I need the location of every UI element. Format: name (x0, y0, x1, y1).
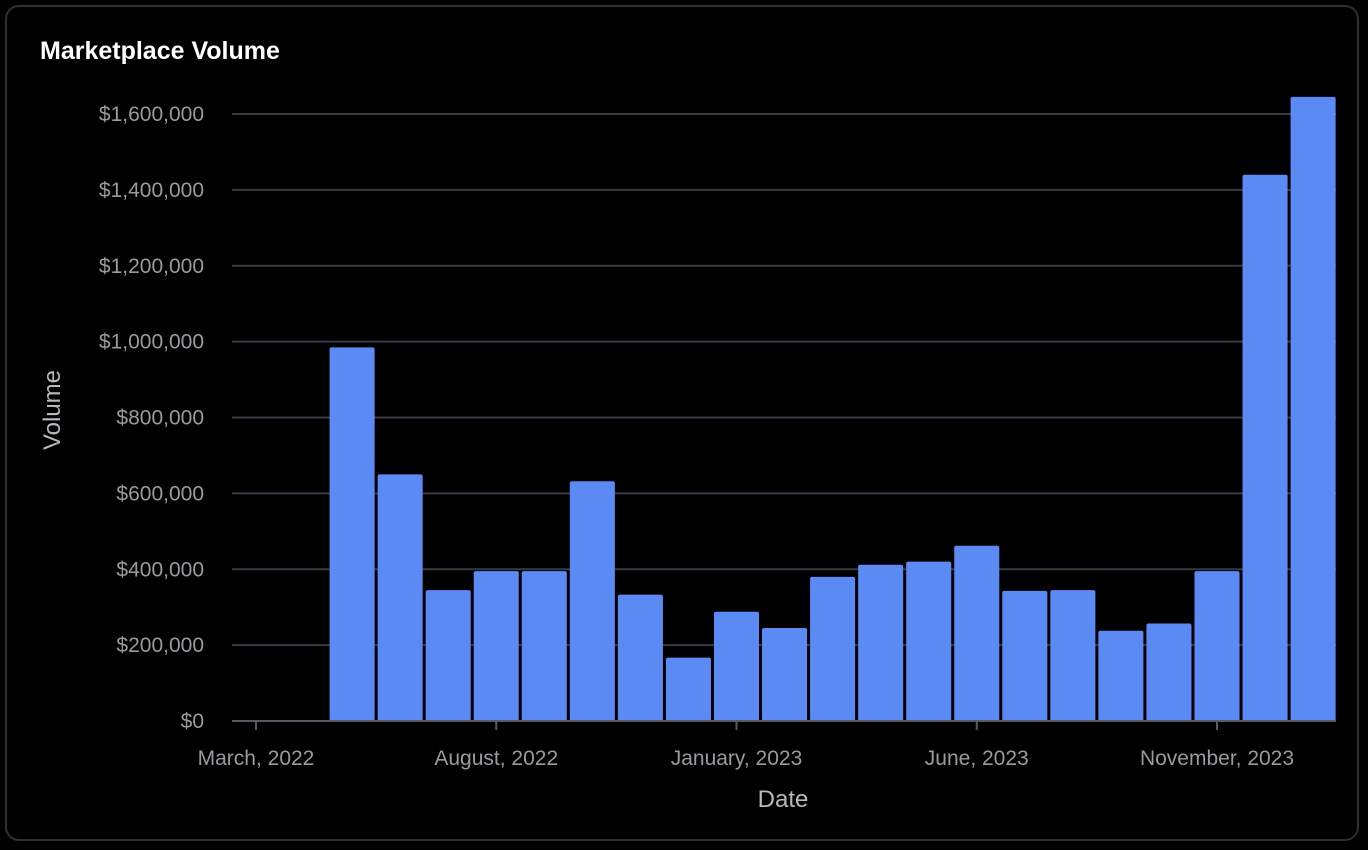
bar-2023-03[interactable] (810, 576, 856, 721)
bar-2022-08[interactable] (473, 571, 519, 721)
x-tick-label: November, 2023 (1140, 747, 1294, 770)
y-tick-label: $200,000 (116, 634, 204, 657)
x-tick-label: March, 2022 (198, 747, 315, 770)
bar-2022-07[interactable] (425, 590, 471, 721)
x-tick-label: January, 2023 (671, 747, 803, 770)
x-tick-label: June, 2023 (925, 747, 1029, 770)
x-tick-label: August, 2022 (434, 747, 558, 770)
chart-title: Marketplace Volume (40, 37, 280, 65)
bar-2022-11[interactable] (617, 594, 663, 721)
bar-2023-02[interactable] (762, 628, 808, 721)
bar-2023-09[interactable] (1098, 630, 1144, 721)
bar-2022-05[interactable] (329, 347, 375, 721)
bar-2022-09[interactable] (521, 571, 567, 721)
bar-2022-12[interactable] (665, 657, 711, 721)
y-tick-label: $1,000,000 (99, 331, 204, 354)
bar-2022-06[interactable] (377, 474, 423, 721)
y-tick-label: $600,000 (116, 482, 204, 505)
y-axis-title: Volume (39, 370, 66, 450)
bar-2022-10[interactable] (569, 481, 615, 721)
y-tick-label: $800,000 (116, 407, 204, 430)
bar-2023-01[interactable] (713, 611, 760, 721)
y-tick-label: $1,600,000 (99, 103, 204, 126)
bar-2023-07[interactable] (1002, 590, 1048, 721)
bar-2023-12[interactable] (1242, 174, 1288, 721)
y-tick-label: $0 (181, 710, 204, 733)
y-tick-label: $1,400,000 (99, 179, 204, 202)
x-axis: March, 2022 August, 2022 January, 2023 June… (198, 720, 1336, 770)
y-axis: $0 $200,000 $400,000 $600,000 $800,000 $1,000… (99, 103, 204, 733)
y-tick-label: $1,200,000 (99, 255, 204, 278)
bar-2024-01[interactable] (1290, 96, 1336, 722)
bars (329, 96, 1336, 722)
bar-2023-08[interactable] (1050, 590, 1096, 721)
x-axis-title: Date (758, 786, 809, 813)
bar-2023-11[interactable] (1194, 571, 1240, 721)
bar-2023-06[interactable] (954, 545, 1000, 721)
y-tick-label: $400,000 (116, 558, 204, 581)
bar-2023-10[interactable] (1146, 623, 1192, 721)
bar-2023-04[interactable] (858, 564, 904, 721)
bar-2023-05[interactable] (906, 561, 952, 721)
